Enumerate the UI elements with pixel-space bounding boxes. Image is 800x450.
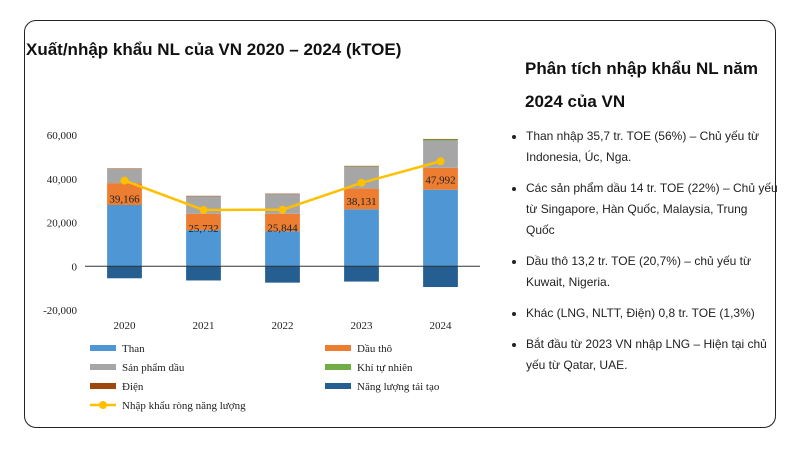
bar-segment [107,266,142,279]
y-tick-label: 40,000 [47,174,78,186]
bar-segment [186,230,221,267]
bar-segment [344,209,379,267]
bar-segment [186,195,221,197]
chart-title: Xuất/nhập khẩu NL của VN 2020 – 2024 (kT… [26,40,402,59]
bar-segment [107,183,142,205]
net-import-point [278,205,287,214]
bar-segment [186,266,221,281]
bar-segment [423,189,458,267]
legend-label: Điện [122,381,144,393]
legend-label: Dầu thô [357,343,393,355]
bar-segment [344,165,379,167]
x-tick-label: 2024 [430,320,453,332]
legend-swatch [90,383,116,389]
y-tick-label: 60,000 [47,130,78,142]
legend-label: Sản phẩm dầu [122,362,185,374]
legend-label: Năng lượng tái tạo [357,381,440,393]
net-import-point [436,157,445,166]
net-import-data-label: 39,166 [109,194,140,206]
x-tick-label: 2023 [351,320,374,332]
bar-segment [265,266,300,283]
bar-segment [423,139,458,141]
bullet-list: Than nhập 35,7 tr. TOE (56%) – Chủ yếu t… [508,126,778,386]
chart: -20,000 0 20,000 40,000 60,000 2020 2021 2022 20… [43,130,480,412]
bar-segment [344,166,379,167]
legend-swatch [325,383,351,389]
x-tick-label: 2022 [272,320,294,332]
bar-segment [344,188,379,210]
bar-segment [423,138,458,140]
bullet-item: Than nhập 35,7 tr. TOE (56%) – Chủ yếu t… [526,126,778,168]
bar-segment [107,168,142,184]
panel-title: Phân tích nhập khẩu NL năm 2024 của VN [525,59,758,111]
legend-swatch [325,364,351,370]
x-tick-label: 2020 [114,320,137,332]
bar-segment [265,213,300,232]
bar-segment [423,266,458,288]
net-import-point [357,178,366,187]
bullet-item: Bắt đầu từ 2023 VN nhập LNG – Hiện tại c… [526,334,778,376]
y-tick-label: 20,000 [47,218,78,230]
bar-segment [265,193,300,195]
y-tick-label: 0 [72,261,78,273]
content-card [24,20,776,428]
y-tick-label: -20,000 [43,305,77,317]
x-tick-label: 2021 [193,320,215,332]
bar-segment [344,166,379,189]
legend-swatch [99,401,107,409]
legend-swatch [90,345,116,351]
bar-segment [107,205,142,267]
bar-segment [107,168,142,169]
net-import-point [199,205,208,214]
legend-label: Khí tự nhiên [357,362,413,374]
net-import-point [120,176,129,185]
net-import-data-label: 25,732 [188,223,218,235]
legend-swatch [325,345,351,351]
bullet-item: Các sản phẩm dầu 14 tr. TOE (22%) – Chủ … [526,178,778,241]
legend-label: Than [122,343,145,355]
net-import-data-label: 47,992 [425,174,455,186]
net-import-data-label: 25,844 [267,223,298,235]
bar-segment [186,213,221,231]
net-import-data-label: 38,131 [346,196,376,208]
legend-swatch [90,364,116,370]
bar-segment [344,266,379,282]
legend-label: Nhập khẩu ròng năng lượng [122,400,246,412]
bar-segment [423,167,458,190]
bar-segment [265,231,300,267]
bullet-item: Khác (LNG, NLTT, Điện) 0,8 tr. TOE (1,3%… [526,303,778,324]
bullet-item: Dầu thô 13,2 tr. TOE (20,7%) – chủ yếu t… [526,251,778,293]
